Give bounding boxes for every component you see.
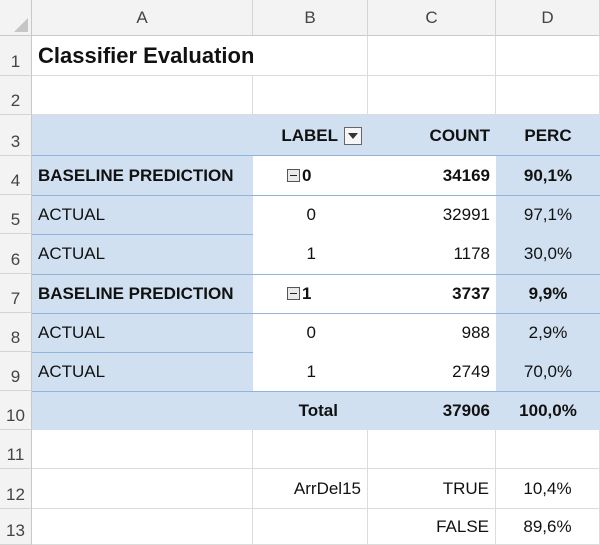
column-header-c[interactable]: C <box>368 0 496 36</box>
column-header-d[interactable]: D <box>496 0 600 36</box>
pivot-detail-perc[interactable]: 30,0% <box>496 234 600 274</box>
label-header-text: LABEL <box>281 125 338 145</box>
pivot-detail-count[interactable]: 988 <box>461 322 490 342</box>
row-header-9[interactable]: 9 <box>0 352 32 391</box>
cell-b13[interactable] <box>253 509 368 545</box>
collapse-icon[interactable] <box>287 169 300 182</box>
pivot-total-label[interactable]: Total <box>253 391 368 430</box>
pivot-group-count[interactable]: 3737 <box>452 283 490 303</box>
cell-b11[interactable] <box>253 430 368 469</box>
pivot-header-label[interactable]: LABEL <box>253 115 368 156</box>
cell-d11[interactable] <box>496 430 600 469</box>
pivot-header-perc[interactable]: PERC <box>496 115 600 156</box>
pivot-total-count[interactable]: 37906 <box>368 391 496 430</box>
pivot-detail-name[interactable]: ACTUAL <box>32 195 253 234</box>
cell-d12-perc[interactable]: 10,4% <box>496 469 600 509</box>
pivot-divider <box>32 234 253 235</box>
cell-a13[interactable] <box>32 509 253 545</box>
row-header-5[interactable]: 5 <box>0 195 32 234</box>
row-header-12[interactable]: 12 <box>0 469 32 509</box>
group-value-text: 0 <box>302 165 312 185</box>
pivot-header-a3[interactable] <box>32 115 253 156</box>
pivot-detail-value[interactable]: 1 <box>306 361 316 381</box>
row-header-4[interactable]: 4 <box>0 156 32 195</box>
pivot-detail-value[interactable]: 0 <box>306 204 316 224</box>
row-header-3[interactable]: 3 <box>0 115 32 156</box>
row-header-6[interactable]: 6 <box>0 234 32 274</box>
pivot-detail-count[interactable]: 32991 <box>442 204 490 224</box>
row-header-8[interactable]: 8 <box>0 313 32 352</box>
cell-d2[interactable] <box>496 76 600 115</box>
select-all-corner[interactable] <box>0 0 32 36</box>
cell-c1[interactable] <box>368 36 496 76</box>
pivot-divider <box>32 274 600 275</box>
pivot-detail-name[interactable]: ACTUAL <box>32 313 253 352</box>
pivot-group-value[interactable]: 1 <box>253 274 368 313</box>
row-header-13[interactable]: 13 <box>0 509 32 545</box>
pivot-divider <box>32 155 600 156</box>
row-header-10[interactable]: 10 <box>0 391 32 430</box>
pivot-detail-perc[interactable]: 70,0% <box>496 352 600 391</box>
pivot-group-name[interactable]: BASELINE PREDICTION <box>32 156 253 195</box>
pivot-detail-perc[interactable]: 2,9% <box>496 313 600 352</box>
column-header-a[interactable]: A <box>32 0 253 36</box>
pivot-detail-name[interactable]: ACTUAL <box>32 234 253 274</box>
row-header-11[interactable]: 11 <box>0 430 32 469</box>
pivot-header-count[interactable]: COUNT <box>368 115 496 156</box>
pivot-group-count[interactable]: 34169 <box>442 165 490 185</box>
cell-a1-title[interactable]: Classifier Evaluation <box>32 36 253 76</box>
row-header-1[interactable]: 1 <box>0 36 32 76</box>
pivot-divider <box>32 391 600 392</box>
pivot-detail-value[interactable]: 0 <box>306 322 316 342</box>
cell-c13-key[interactable]: FALSE <box>368 509 496 545</box>
cell-b1[interactable] <box>253 36 368 76</box>
pivot-group-value[interactable]: 0 <box>253 156 368 195</box>
pivot-detail-count[interactable]: 2749 <box>452 361 490 381</box>
cell-d13-perc[interactable]: 89,6% <box>496 509 600 545</box>
pivot-total-perc[interactable]: 100,0% <box>496 391 600 430</box>
pivot-group-perc[interactable]: 9,9% <box>496 274 600 313</box>
group-value-text: 1 <box>302 283 312 303</box>
pivot-total-a[interactable] <box>32 391 253 430</box>
pivot-group-name[interactable]: BASELINE PREDICTION <box>32 274 253 313</box>
pivot-group-perc[interactable]: 90,1% <box>496 156 600 195</box>
cell-a12[interactable] <box>32 469 253 509</box>
column-header-b[interactable]: B <box>253 0 368 36</box>
pivot-divider <box>32 195 600 196</box>
pivot-divider <box>32 352 253 353</box>
cell-d1[interactable] <box>496 36 600 76</box>
pivot-detail-perc[interactable]: 97,1% <box>496 195 600 234</box>
pivot-detail-count[interactable]: 1178 <box>453 244 490 263</box>
pivot-detail-name[interactable]: ACTUAL <box>32 352 253 391</box>
cell-b12-field[interactable]: ArrDel15 <box>253 469 368 509</box>
pivot-divider <box>32 313 600 314</box>
row-header-2[interactable]: 2 <box>0 76 32 115</box>
cell-c11[interactable] <box>368 430 496 469</box>
pivot-detail-value[interactable]: 1 <box>306 244 316 263</box>
row-header-7[interactable]: 7 <box>0 274 32 313</box>
collapse-icon[interactable] <box>287 287 300 300</box>
cell-b2[interactable] <box>253 76 368 115</box>
cell-a11[interactable] <box>32 430 253 469</box>
cell-c12-key[interactable]: TRUE <box>368 469 496 509</box>
cell-c2[interactable] <box>368 76 496 115</box>
filter-dropdown-icon[interactable] <box>344 126 362 145</box>
cell-a2[interactable] <box>32 76 253 115</box>
